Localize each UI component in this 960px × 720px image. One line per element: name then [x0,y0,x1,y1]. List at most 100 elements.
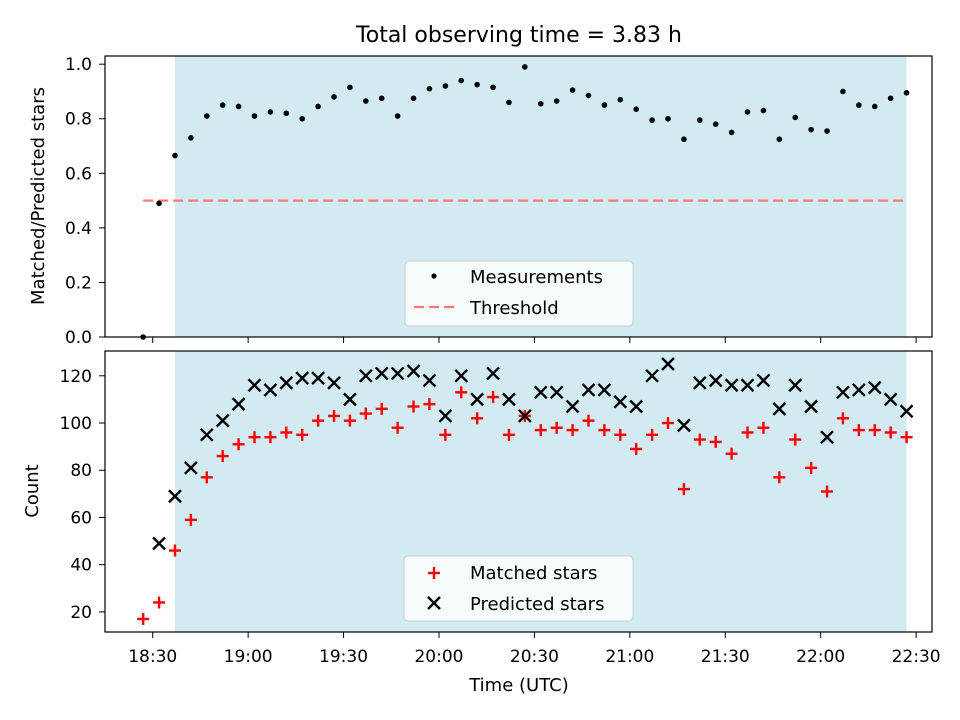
measurement-point [235,103,242,110]
y-tick-label: 60 [70,508,92,528]
predicted-star-point [629,399,644,414]
predicted-star-point [661,357,675,371]
measurement-point [569,87,576,93]
matched-star-point [709,435,722,448]
legend-label-measurements: Measurements [470,267,603,288]
measurement-point [697,117,703,123]
predicted-star-point [502,392,516,407]
measurement-point [856,102,862,108]
matched-star-point [439,428,452,441]
legend-label-threshold: Threshold [469,298,559,319]
measurement-point [617,96,624,103]
predicted-star-point [470,392,484,407]
measurement-point [331,94,337,100]
top-x-ticks [152,337,917,343]
measurement-point [681,136,687,143]
bottom-legend: Matched stars Predicted stars [403,555,634,622]
measurement-point [649,117,655,123]
measurement-point [522,64,528,70]
measurement-point [760,107,767,114]
measurement-point [283,110,290,117]
x-tick-label: 20:00 [414,647,463,667]
measurement-point [744,109,751,115]
matched-star-point [359,407,372,420]
matched-star-point [836,412,849,425]
measurement-point [506,99,512,106]
matched-star-point [852,424,865,437]
predicted-star-point [199,427,214,442]
legend-marker-matched [428,567,440,579]
measurement-point [808,126,814,133]
y-tick-label: 0.0 [65,328,92,348]
matched-star-point [423,398,436,411]
predicted-star-point [295,371,310,386]
legend-label-predicted: Predicted stars [470,594,604,615]
matched-star-point [598,424,611,437]
measurement-point [203,113,210,119]
predicted-star-point [708,373,723,388]
predicted-star-point [231,397,246,411]
y-tick-label: 80 [70,461,92,481]
measurement-point [394,113,401,119]
predicted-star-point [740,378,755,393]
matched-star-point [471,412,484,425]
x-tick-label: 22:30 [892,647,941,667]
bottom-panel: 20 40 60 80 100 120 18:30 19:00 19:30 20:00 20:30… [22,350,941,696]
predicted-star-point [343,392,357,407]
top-legend: Measurements Threshold [404,260,634,327]
predicted-star-point [533,385,548,400]
y-tick-label: 20 [70,603,92,623]
matched-star-point [137,613,150,626]
matched-star-point [773,471,786,484]
matched-star-point [407,400,420,413]
predicted-star-point [454,368,469,383]
predicted-star-point [549,385,564,400]
top-axes-frame [104,55,933,338]
matched-star-point [534,424,547,437]
x-tick-label: 21:00 [605,647,654,667]
matched-star-point [868,424,881,437]
predicted-star-point [677,418,691,433]
measurement-point [871,103,878,110]
measurement-point [585,92,592,99]
measurement-point [426,85,433,92]
matched-star-point [661,417,674,430]
y-tick-label: 100 [60,414,92,434]
predicted-star-point [486,366,500,381]
y-tick-label: 0.6 [65,164,92,184]
matched-star-point [725,447,738,460]
predicted-star-point [311,371,325,386]
matched-star-point [900,431,913,444]
measurement-point [410,95,417,102]
measurement-point [458,77,465,84]
matched-star-point [264,431,277,444]
predicted-star-point [804,399,818,414]
chart-title: Total observing time = 3.83 h [355,23,682,48]
measurement-point [315,103,321,110]
predicted-star-point [756,373,771,388]
legend-marker-measurements [431,273,437,279]
bottom-y-axis-label: Count [22,464,43,517]
predicted-star-point [788,378,803,393]
measurement-points [140,64,910,340]
top-y-axis-label: Matched/Predicted stars [28,87,49,305]
matched-star-point [168,544,181,557]
measurement-point [267,109,274,115]
matched-star-point [789,433,802,446]
x-tick-label: 18:30 [128,647,177,667]
matched-star-point [153,596,166,609]
matched-star-point [693,433,706,446]
measurement-point [251,113,258,119]
predicted-star-point [724,378,739,393]
predicted-star-point [518,409,532,423]
measurement-point [728,129,735,136]
top-legend-box [404,260,634,327]
matched-star-point [614,428,627,441]
bottom-y-ticks: 20 40 60 80 100 120 [60,367,105,623]
matched-star-point [741,426,754,439]
y-tick-label: 40 [70,556,92,576]
x-tick-label: 19:00 [224,647,273,667]
y-tick-label: 0.2 [65,273,92,293]
matched-star-point [884,426,897,439]
